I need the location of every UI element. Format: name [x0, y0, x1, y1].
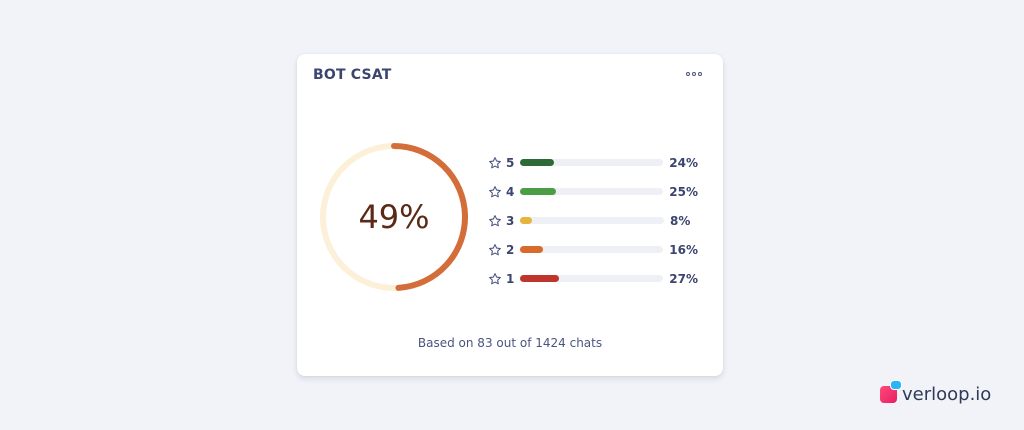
- more-options-button[interactable]: [683, 67, 705, 81]
- rating-label: 5: [506, 155, 515, 170]
- card-title: BOT CSAT: [313, 67, 392, 83]
- rating-label: 2: [506, 242, 515, 257]
- rating-row-4: 4 25%: [488, 177, 698, 206]
- rating-bar-track: [519, 188, 664, 195]
- rating-percent: 24%: [669, 155, 698, 170]
- donut-arc: [391, 143, 468, 291]
- rating-label: 1: [506, 271, 515, 286]
- star-outline-icon: [489, 243, 501, 255]
- rating-label: 3: [506, 213, 515, 228]
- more-horizontal-icon: [686, 72, 690, 76]
- rating-row-1: 1 27%: [488, 264, 698, 293]
- chats-summary: Based on 83 out of 1424 chats: [417, 336, 603, 350]
- rating-percent: 8%: [670, 213, 691, 228]
- rating-label: 4: [506, 184, 515, 199]
- bot-csat-card: BOT CSAT 49% 5 24% 4: [297, 54, 723, 376]
- rating-bar-track: [519, 275, 664, 282]
- rating-bar-fill: [519, 275, 559, 282]
- chat-bubble-icon: [890, 380, 902, 390]
- rating-breakdown: 5 24% 4 25% 3 8%: [488, 148, 698, 293]
- donut-svg: [320, 143, 468, 291]
- star-outline-icon: [489, 272, 501, 284]
- rating-row-5: 5 24%: [488, 148, 698, 177]
- rating-bar-fill: [519, 188, 556, 195]
- csat-donut-chart: 49%: [317, 140, 471, 294]
- more-horizontal-icon: [692, 72, 696, 76]
- rating-bar-track: [519, 246, 664, 253]
- rating-row-3: 3 8%: [488, 206, 698, 235]
- rating-bar-track: [519, 159, 664, 166]
- more-horizontal-icon: [698, 72, 702, 76]
- rating-bar-fill: [519, 159, 555, 166]
- brand-name: verloop.io: [902, 384, 992, 405]
- star-outline-icon: [489, 156, 501, 168]
- csat-percentage: 49%: [358, 198, 430, 236]
- rating-bar-fill: [519, 246, 543, 253]
- rating-bar-track: [520, 217, 664, 224]
- star-outline-icon: [489, 185, 501, 197]
- rating-bar-fill: [520, 217, 532, 224]
- rating-row-2: 2 16%: [488, 235, 698, 264]
- star-outline-icon: [489, 214, 501, 226]
- rating-percent: 25%: [669, 184, 698, 199]
- brand-logo: verloop.io: [880, 380, 992, 405]
- verloop-logo-icon: [880, 380, 902, 403]
- rating-percent: 27%: [669, 271, 698, 286]
- rating-percent: 16%: [669, 242, 698, 257]
